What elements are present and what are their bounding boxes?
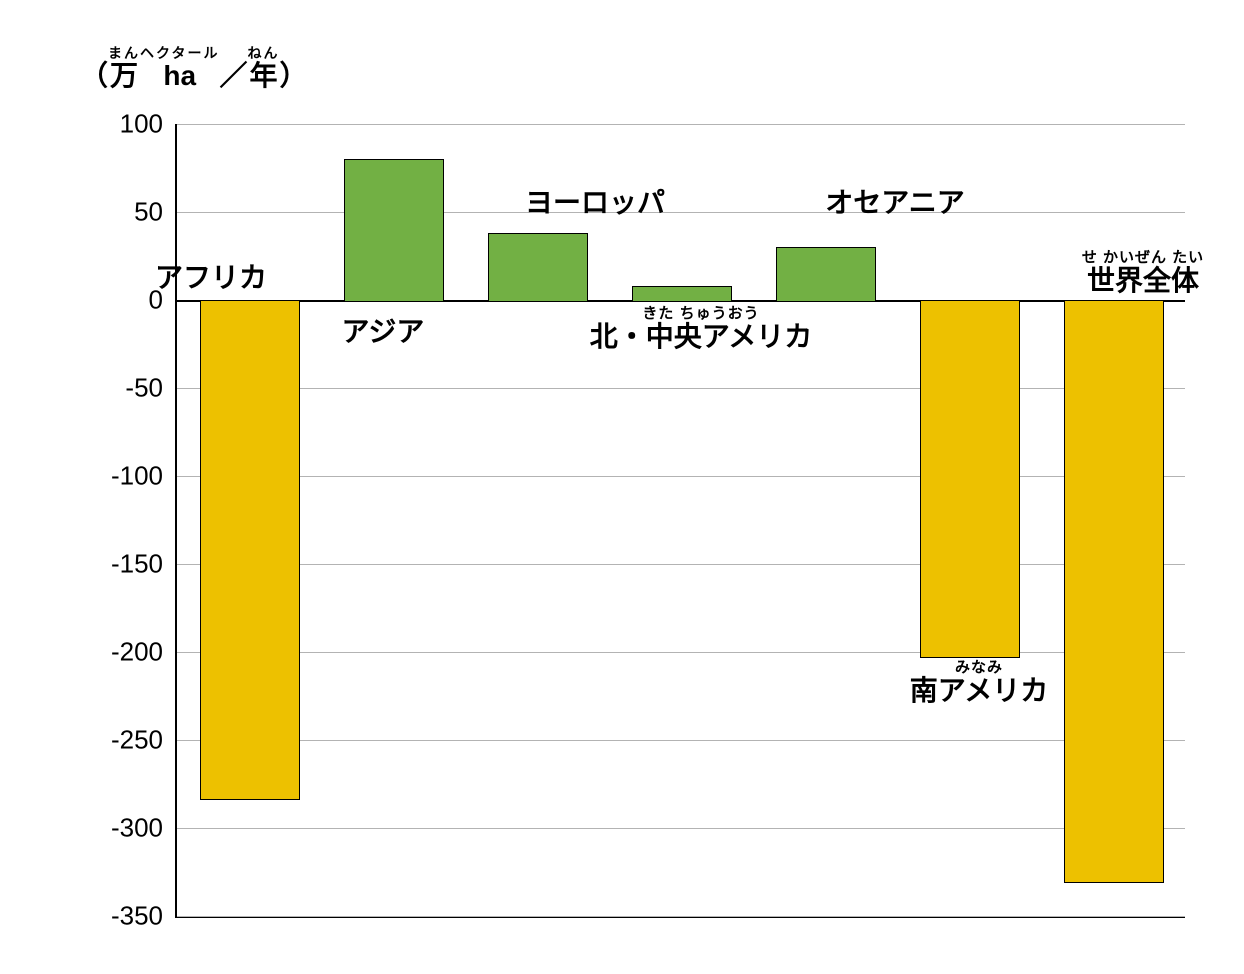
gridline	[177, 916, 1185, 917]
y-tick-label: -200	[111, 637, 177, 668]
gridline	[177, 740, 1185, 741]
category-label: アフリカ	[155, 264, 267, 292]
bar	[488, 233, 588, 302]
bar	[200, 300, 300, 800]
gridline	[177, 212, 1185, 213]
category-label: みなみ南アメリカ	[910, 660, 1049, 705]
y-tick-label: -350	[111, 901, 177, 932]
y-tick-label: -300	[111, 813, 177, 844]
y-tick-label: 100	[120, 109, 177, 140]
bar	[776, 247, 876, 302]
bar	[920, 300, 1020, 658]
forest-change-bar-chart: （ まん万 ヘクタールha ／ ねん年 ） 100500-50-100-150-…	[0, 0, 1244, 974]
gridline	[177, 124, 1185, 125]
gridline	[177, 476, 1185, 477]
category-label: きた ちゅうおう北・中央アメリカ	[590, 306, 813, 351]
category-label: オセアニア	[825, 189, 964, 217]
category-label: アジア	[342, 318, 425, 346]
gridline	[177, 388, 1185, 389]
y-tick-label: -150	[111, 549, 177, 580]
y-tick-label: -100	[111, 461, 177, 492]
bar	[632, 286, 732, 302]
plot-area: 100500-50-100-150-200-250-300-350アフリカアジア…	[175, 124, 1185, 918]
y-tick-label: 50	[134, 197, 177, 228]
y-tick-label: -250	[111, 725, 177, 756]
bar	[1064, 300, 1164, 883]
gridline	[177, 564, 1185, 565]
category-label: せ かいぜん たい世界全体	[1082, 250, 1204, 295]
y-axis-unit: （ まん万 ヘクタールha ／ ねん年 ）	[80, 46, 308, 90]
bar	[344, 159, 444, 302]
gridline	[177, 652, 1185, 653]
y-tick-label: -50	[125, 373, 177, 404]
gridline	[177, 828, 1185, 829]
category-label: ヨーロッパ	[525, 189, 665, 217]
